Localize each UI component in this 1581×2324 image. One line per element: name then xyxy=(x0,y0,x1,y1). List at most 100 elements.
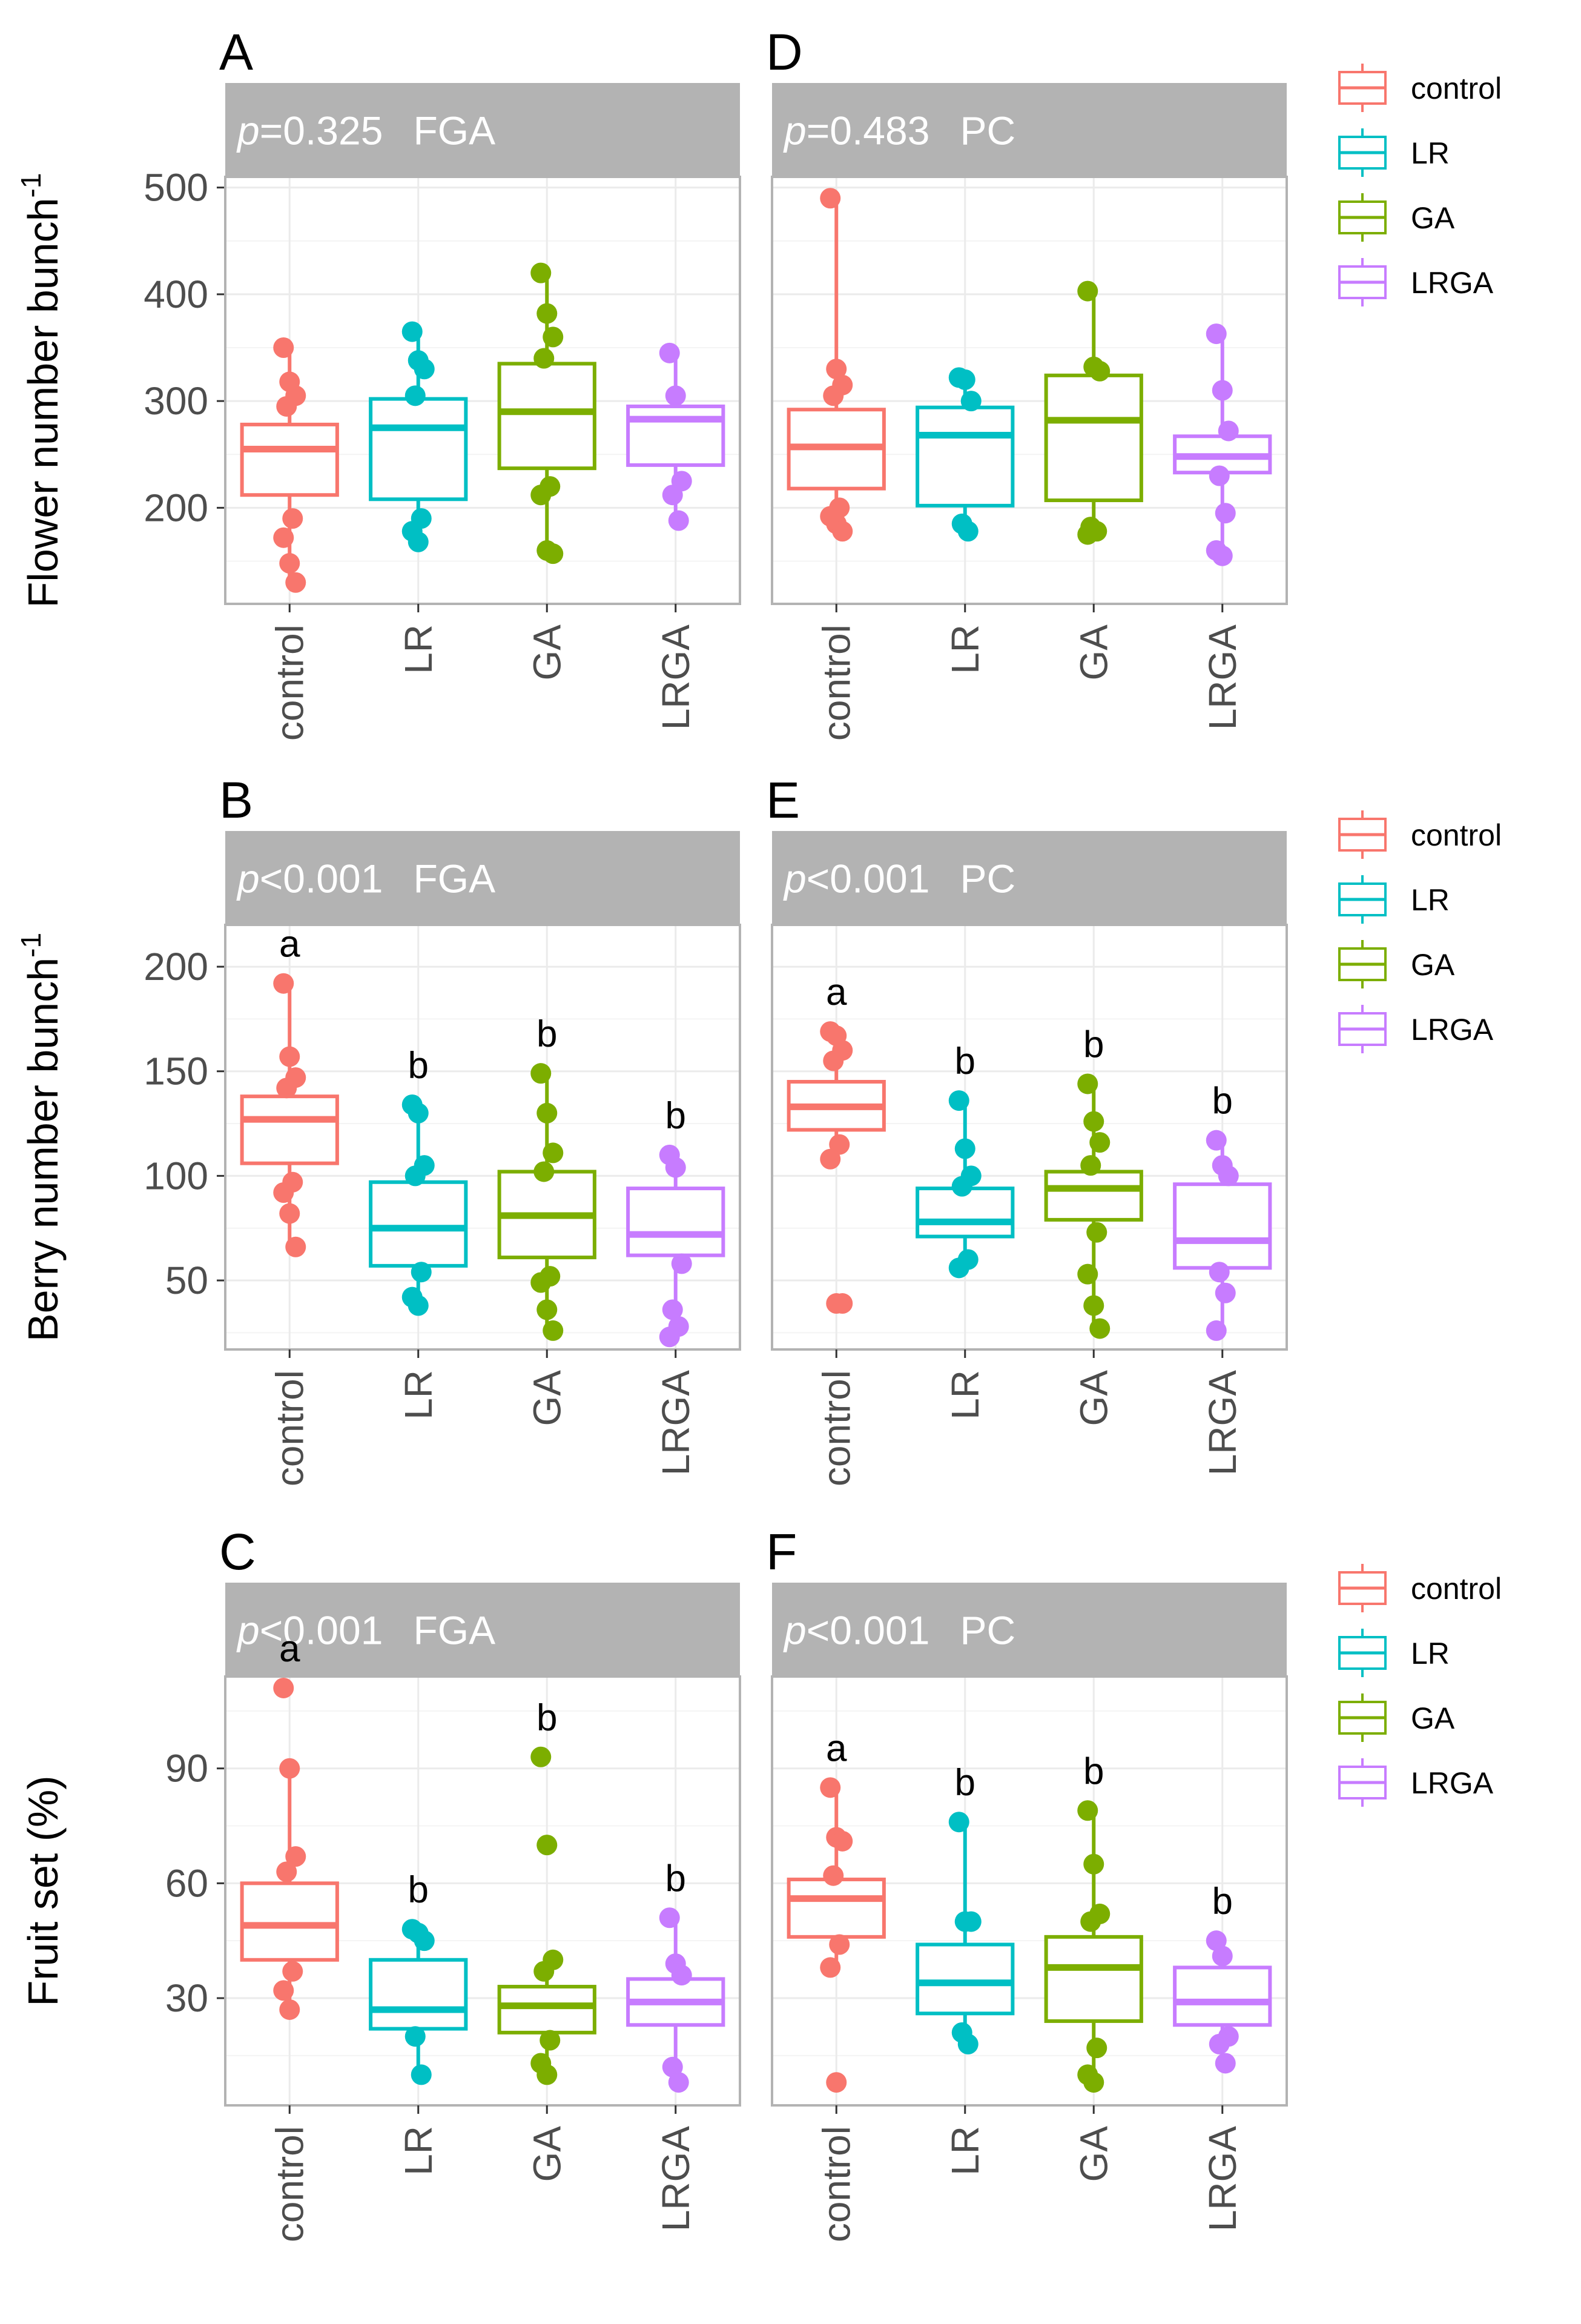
y-axis-label-superscript: -1 xyxy=(15,933,47,958)
x-tick-label: LRGA xyxy=(1201,624,1244,730)
y-tick-label: 100 xyxy=(144,1154,208,1197)
facet-strip xyxy=(772,83,1287,177)
box-LRGA xyxy=(1173,323,1272,566)
data-point xyxy=(823,385,844,406)
data-point xyxy=(533,1161,555,1182)
data-point xyxy=(543,1142,564,1164)
x-tick-label: LR xyxy=(943,2126,987,2176)
data-point xyxy=(659,1326,680,1348)
panel-border xyxy=(771,176,1288,605)
data-point xyxy=(1089,1132,1111,1153)
box-GA xyxy=(497,262,596,564)
significance-letter: b xyxy=(536,1697,557,1739)
data-point xyxy=(820,1777,841,1798)
data-point xyxy=(536,1835,558,1856)
data-point xyxy=(662,485,683,506)
data-point xyxy=(671,1253,692,1274)
y-tick-label: 400 xyxy=(144,273,208,316)
data-point xyxy=(543,1320,564,1341)
box-LRGA: b xyxy=(626,1858,725,2093)
legend-item-control: control xyxy=(1338,810,1502,859)
facet-name: FGA xyxy=(413,108,495,153)
data-point xyxy=(1080,1911,1101,1932)
x-tick-label: LR xyxy=(943,624,987,674)
significance-letter: b xyxy=(955,1762,975,1804)
data-point xyxy=(957,2033,979,2054)
y-tick-label: 90 xyxy=(165,1747,208,1790)
data-point xyxy=(414,1930,435,1952)
legend-item-control: control xyxy=(1338,1564,1502,1612)
facet-strip-label: p<0.001 PC xyxy=(783,1608,1015,1653)
box-LRGA: b xyxy=(626,1095,725,1348)
facet-strip-label: p<0.001 FGA xyxy=(236,1608,495,1653)
x-tick-label: LR xyxy=(397,2126,440,2176)
significance-letter: b xyxy=(665,1095,686,1137)
data-point xyxy=(276,1078,297,1099)
data-point xyxy=(823,1865,844,1886)
data-point xyxy=(1077,1073,1098,1094)
p-value-symbol: p xyxy=(236,108,260,153)
box-control: a xyxy=(787,1727,886,2093)
data-point xyxy=(285,1236,306,1257)
data-point xyxy=(273,1980,294,2001)
p-value: <0.001 xyxy=(260,856,383,901)
data-point xyxy=(1080,1155,1101,1176)
x-tick-label: LRGA xyxy=(1201,2126,1244,2232)
legend-label: control xyxy=(1411,71,1502,105)
data-point xyxy=(273,973,294,994)
x-tick-label: control xyxy=(268,2126,311,2242)
box-LRGA xyxy=(626,342,725,531)
data-point xyxy=(1212,1945,1233,1967)
significance-letter: b xyxy=(1212,1081,1233,1122)
data-point xyxy=(948,1812,969,1833)
y-axis-label-superscript: -1 xyxy=(15,173,47,198)
panel-border xyxy=(224,1675,741,2107)
box-GA: b xyxy=(497,1697,596,2085)
data-point xyxy=(659,1907,680,1928)
data-point xyxy=(1212,380,1233,401)
data-point xyxy=(411,1262,432,1283)
data-point xyxy=(1083,1853,1104,1875)
box-GA: b xyxy=(1044,1750,1143,2093)
significance-letter: a xyxy=(826,972,847,1013)
x-tick-label: control xyxy=(814,2126,858,2242)
data-point xyxy=(273,527,294,548)
box-GA: b xyxy=(497,1013,596,1341)
legend-item-GA: GA xyxy=(1338,1693,1455,1742)
facet-strip xyxy=(772,1583,1287,1677)
y-axis-label-text: Flower number bunch xyxy=(19,197,67,607)
plot-background xyxy=(225,177,740,604)
facet-name: FGA xyxy=(413,856,495,901)
facet-name: PC xyxy=(960,856,1015,901)
data-point xyxy=(1077,524,1098,545)
box-iqr xyxy=(1044,1935,1143,2023)
p-value-symbol: p xyxy=(236,856,260,901)
data-point xyxy=(1083,1295,1104,1316)
significance-letter: a xyxy=(279,1628,300,1670)
significance-letter: b xyxy=(408,1869,429,1911)
box-GA xyxy=(1044,280,1143,545)
x-tick-label: control xyxy=(814,624,858,741)
facet-strip-label: p<0.001 FGA xyxy=(236,856,495,901)
legend-label: LRGA xyxy=(1411,266,1494,300)
box-iqr xyxy=(497,362,596,471)
data-point xyxy=(536,1299,558,1320)
data-point xyxy=(282,508,303,529)
facet-name: FGA xyxy=(413,1608,495,1653)
data-point xyxy=(1083,2072,1104,2093)
y-axis-label-1: Flower number bunch-1 xyxy=(15,173,67,608)
data-point xyxy=(829,1934,850,1955)
p-value: <0.001 xyxy=(807,856,930,901)
legend-label: LR xyxy=(1411,883,1450,917)
y-axis-label-2: Berry number bunch-1 xyxy=(15,933,67,1342)
legend-label: LR xyxy=(1411,1637,1450,1670)
p-value: <0.001 xyxy=(260,1608,383,1653)
y-tick-label: 50 xyxy=(165,1259,208,1302)
data-point xyxy=(408,1295,429,1316)
box-iqr xyxy=(369,1180,468,1268)
